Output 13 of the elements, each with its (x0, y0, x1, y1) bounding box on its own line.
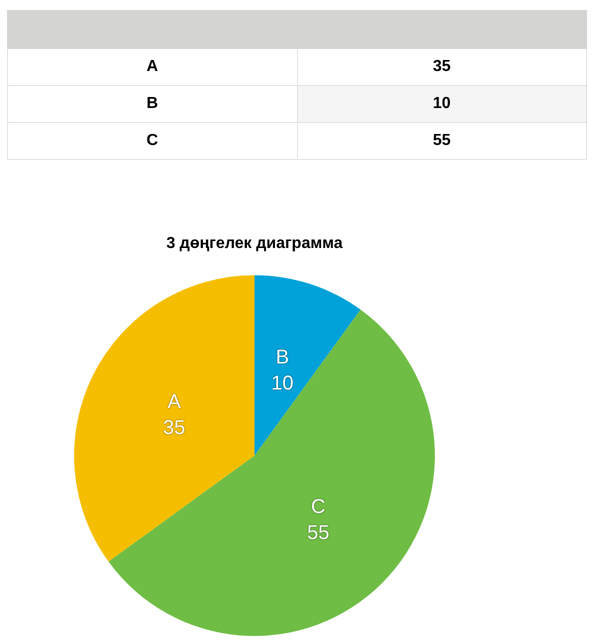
text: 55 (432, 132, 451, 149)
category-label: B (146, 95, 158, 112)
category-label: C (146, 132, 158, 149)
data-label: 55 (307, 522, 330, 544)
category-label: A (146, 58, 158, 75)
slice-label: C (311, 496, 326, 518)
slice-label: B (276, 346, 290, 368)
chart-title: 3 дөңгелек диаграмма (166, 235, 343, 252)
data-label: 35 (163, 417, 186, 440)
text: 10 (432, 95, 451, 112)
data-label: 10 (271, 372, 294, 394)
slice-label: A (167, 391, 182, 414)
text: 35 (432, 58, 451, 75)
